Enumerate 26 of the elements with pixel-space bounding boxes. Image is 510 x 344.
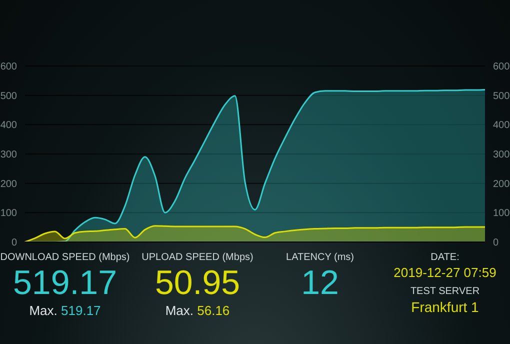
y-tick-label: 100 [0,208,18,220]
text: Frankfurt 1 [410,299,480,315]
y2-tick-label: 100 [493,208,510,220]
text: Max. 56.16 [164,303,231,318]
text: LATENCY (ms) [285,252,355,263]
text: 519.17 [12,263,118,303]
y-tick-label: 200 [0,178,18,190]
text: TEST SERVER [409,286,481,297]
text: DOWNLOAD SPEED (Mbps) [0,252,130,263]
text: DATE: [430,252,460,263]
y2-tick-label: 400 [493,120,510,132]
y2-tick-label: 500 [493,90,510,102]
text: 2019-12-27 07:59 [392,265,498,280]
y2-tick-label: 600 [493,62,510,73]
y2-tick-label: 0 [493,238,499,249]
y2-tick-label: 300 [493,150,510,161]
y-tick-label: 400 [0,120,18,132]
text: 50.95 [154,263,242,303]
y2-tick-label: 200 [493,178,510,190]
text: 12 [300,263,340,303]
text: UPLOAD SPEED (Mbps) [140,252,254,263]
y-tick-label: 0 [11,238,18,249]
text: Max. 519.17 [28,303,102,318]
y-tick-label: 600 [0,62,18,73]
y-tick-label: 500 [0,90,18,102]
y-tick-label: 300 [0,150,18,161]
